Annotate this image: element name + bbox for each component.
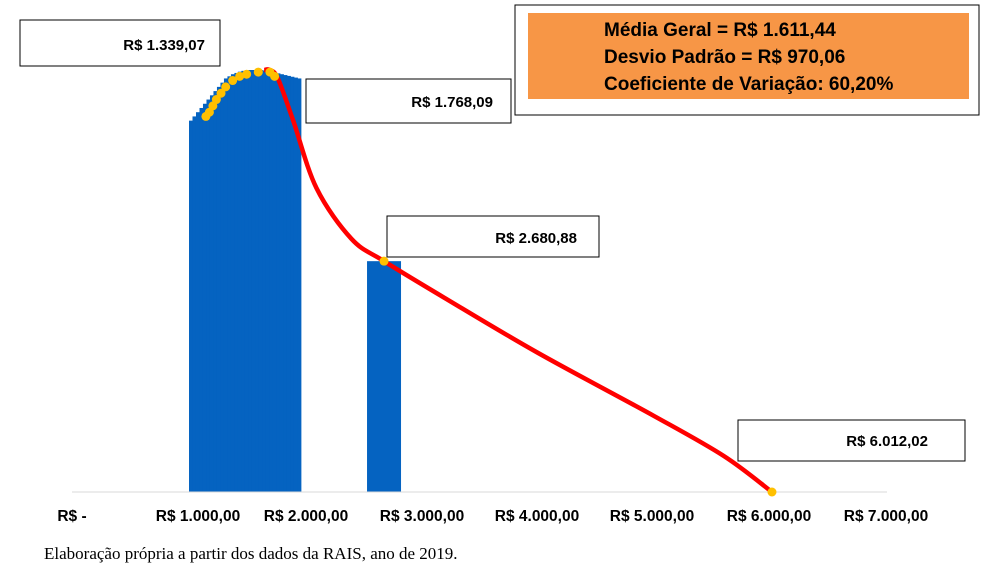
callout-2680-label: R$ 2.680,88 bbox=[495, 230, 577, 247]
bar-23 bbox=[269, 71, 274, 493]
bar-17 bbox=[248, 70, 253, 492]
x-tick-7: R$ 7.000,00 bbox=[844, 508, 928, 525]
marker-4 bbox=[216, 88, 226, 98]
bar-20 bbox=[258, 70, 263, 492]
marker-12 bbox=[379, 256, 389, 266]
bar-5 bbox=[206, 99, 211, 492]
bar-14 bbox=[237, 71, 243, 493]
x-tick-4: R$ 4.000,00 bbox=[495, 508, 579, 525]
bar-8 bbox=[216, 86, 222, 492]
callout-2680: R$ 2.680,88 bbox=[386, 215, 600, 258]
callout-1768: R$ 1.768,09 bbox=[305, 78, 512, 124]
bar-7 bbox=[213, 91, 218, 492]
callouts-group: R$ 1.339,07 R$ 1.768,09 R$ 2.680,88 R$ 6… bbox=[19, 19, 966, 462]
distribution-curve bbox=[263, 67, 774, 494]
bar-11 bbox=[227, 76, 232, 492]
callout-1768-label: R$ 1.768,09 bbox=[411, 94, 493, 111]
callout-6012: R$ 6.012,02 bbox=[737, 419, 966, 462]
marker-11 bbox=[270, 71, 280, 81]
bar-30 bbox=[293, 77, 298, 492]
callout-6012-label: R$ 6.012,02 bbox=[846, 433, 928, 450]
bar-3 bbox=[199, 107, 204, 492]
x-tick-labels: R$ - R$ 1.000,00 R$ 2.000,00 R$ 3.000,00 R$ … bbox=[57, 508, 928, 525]
bar-28 bbox=[286, 75, 291, 493]
x-tick-2: R$ 2.000,00 bbox=[264, 508, 348, 525]
x-tick-5: R$ 5.000,00 bbox=[610, 508, 694, 525]
x-tick-6: R$ 6.000,00 bbox=[727, 508, 811, 525]
bar-31 bbox=[297, 78, 302, 492]
marker-3 bbox=[211, 95, 221, 105]
bars-group bbox=[189, 70, 402, 493]
callout-1339-label: R$ 1.339,07 bbox=[123, 37, 205, 54]
bar-1 bbox=[192, 116, 197, 493]
callout-1339: R$ 1.339,07 bbox=[19, 19, 221, 67]
bar-15 bbox=[241, 70, 246, 493]
marker-5 bbox=[221, 82, 231, 92]
marker-7 bbox=[235, 71, 245, 81]
stat-coef-var: Coeficiente de Variação: 60,20% bbox=[604, 74, 893, 95]
stat-mean: Média Geral = R$ 1.611,44 bbox=[604, 20, 836, 41]
x-tick-3: R$ 3.000,00 bbox=[380, 508, 464, 525]
bar-18 bbox=[251, 70, 256, 492]
bar-0 bbox=[189, 120, 194, 492]
stat-std-dev: Desvio Padrão = R$ 970,06 bbox=[604, 47, 845, 68]
bar-9 bbox=[220, 82, 225, 492]
bar-21 bbox=[262, 70, 267, 492]
bar-10 bbox=[223, 78, 229, 492]
marker-9 bbox=[253, 67, 263, 77]
bar-22 bbox=[265, 70, 270, 493]
marker-13 bbox=[767, 487, 777, 497]
bar-6 bbox=[209, 95, 215, 492]
bar-27 bbox=[283, 75, 288, 493]
bar-26 bbox=[279, 74, 284, 492]
markers-group bbox=[201, 67, 777, 497]
bar-16 bbox=[244, 70, 249, 492]
bar-19 bbox=[255, 70, 260, 492]
x-tick-1: R$ 1.000,00 bbox=[156, 508, 240, 525]
bar-2 bbox=[195, 112, 201, 492]
bar-13 bbox=[234, 72, 239, 492]
stats-box: Média Geral = R$ 1.611,44 Desvio Padrão … bbox=[514, 4, 980, 116]
marker-8 bbox=[242, 69, 252, 79]
bar-12 bbox=[230, 74, 236, 492]
marker-6 bbox=[228, 76, 238, 86]
bar-29 bbox=[290, 76, 295, 492]
bar-4 bbox=[202, 103, 208, 492]
source-caption: Elaboração própria a partir dos dados da… bbox=[44, 544, 458, 563]
stats-box-fill bbox=[528, 13, 969, 99]
bar-24 bbox=[272, 72, 277, 493]
x-tick-0: R$ - bbox=[57, 508, 86, 525]
bar-25 bbox=[276, 73, 281, 492]
bar-32 bbox=[367, 261, 402, 492]
